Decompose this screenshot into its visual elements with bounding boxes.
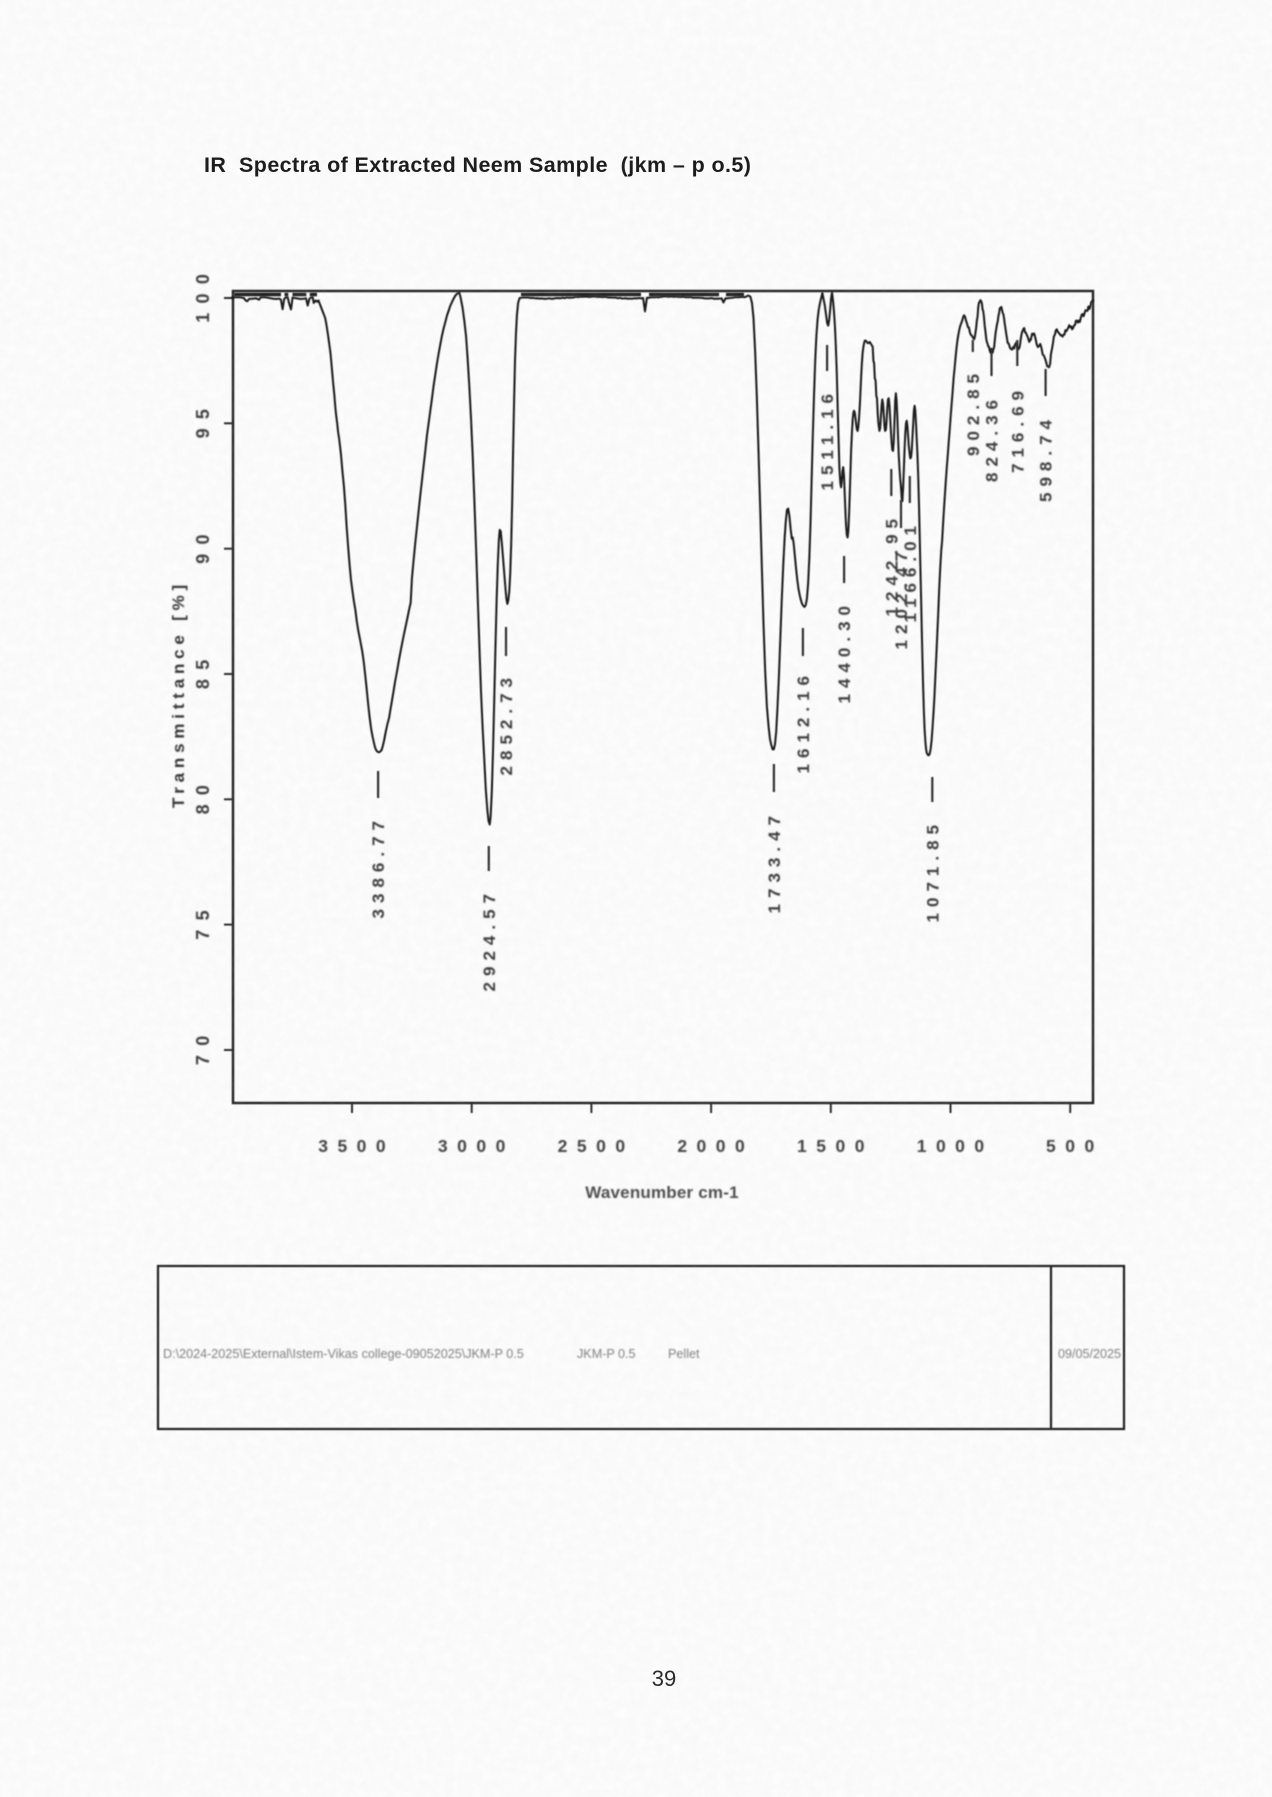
svg-text:39: 39 [652,1666,676,1691]
